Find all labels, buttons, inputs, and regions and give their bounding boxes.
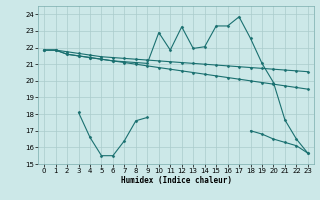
X-axis label: Humidex (Indice chaleur): Humidex (Indice chaleur)	[121, 176, 231, 185]
